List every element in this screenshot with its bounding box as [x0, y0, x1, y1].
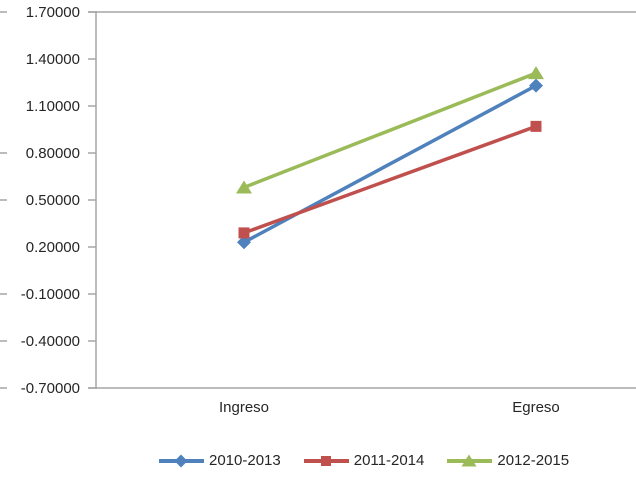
triangle-marker — [236, 180, 252, 194]
diamond-marker-icon — [159, 454, 204, 468]
square-marker — [320, 456, 331, 466]
series-line-2010-2013 — [243, 84, 537, 244]
legend: 2010-2013 2011-2014 2012-2015 — [158, 451, 569, 471]
y-axis-tick-label: 0.50000 — [26, 192, 80, 209]
triangle-marker — [528, 66, 544, 80]
y-axis-tick-label: -0.10000 — [21, 286, 80, 303]
square-marker — [530, 120, 542, 132]
y-axis-tick-label: -0.70000 — [21, 380, 80, 397]
legend-label: 2010-2013 — [209, 452, 281, 469]
y-axis-tick-label: -0.40000 — [21, 333, 80, 350]
legend-item-2012-2015: 2012-2015 — [446, 453, 569, 469]
triangle-marker-icon — [447, 454, 493, 467]
y-axis-tick-label: 0.20000 — [26, 239, 80, 256]
triangle-marker — [461, 454, 477, 467]
square-marker — [238, 227, 250, 239]
legend-label: 2011-2014 — [353, 452, 425, 469]
x-axis-label-egreso: Egreso — [512, 399, 560, 416]
diamond-marker — [529, 78, 543, 93]
series-line-2012-2015 — [243, 71, 537, 190]
y-axis-tick-label: 1.10000 — [26, 98, 80, 115]
legend-item-2011-2014: 2011-2014 — [303, 452, 425, 469]
series-line-2011-2014 — [243, 124, 537, 235]
legend-item-2010-2013: 2010-2013 — [158, 453, 281, 469]
y-axis-tick-label: 1.70000 — [26, 4, 80, 21]
diamond-marker — [237, 235, 251, 250]
legend-label: 2012-2015 — [497, 452, 570, 469]
y-axis-tick-label: 0.80000 — [26, 145, 80, 162]
x-axis-label-ingreso: Ingreso — [219, 399, 269, 416]
y-axis-tick-label: 1.40000 — [26, 51, 80, 68]
square-marker-icon — [303, 456, 349, 466]
diamond-marker — [174, 454, 188, 468]
